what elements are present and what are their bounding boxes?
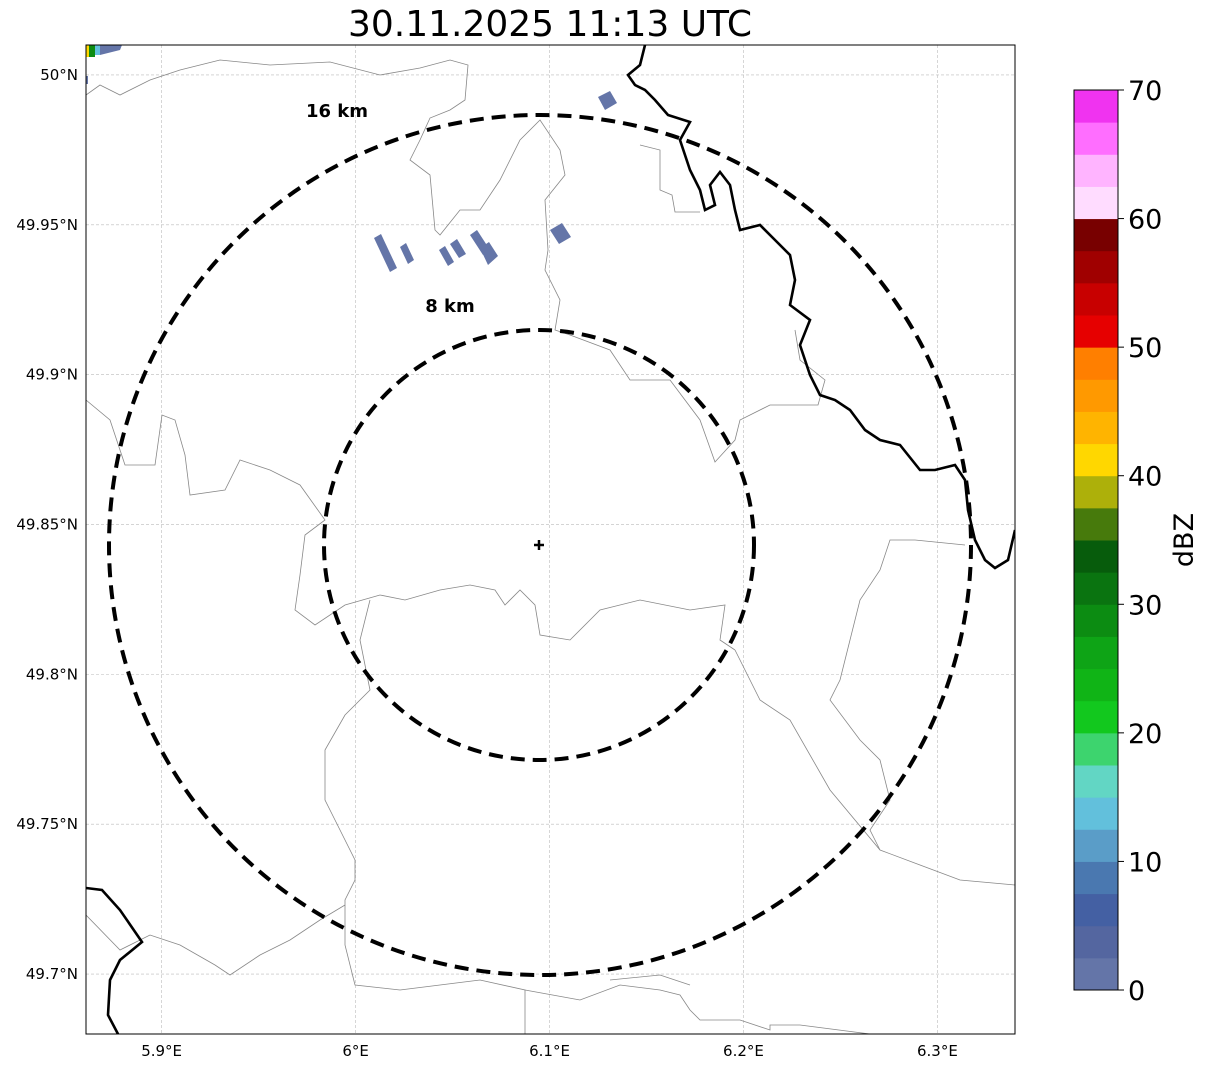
lon-tick-label: 6.2°E xyxy=(723,1042,764,1060)
colorbar-tick-label: 0 xyxy=(1128,976,1145,1007)
colorbar-bin xyxy=(1074,475,1118,509)
range-rings xyxy=(107,113,973,977)
colorbar-bin xyxy=(1074,411,1118,445)
lat-tick-label: 49.95°N xyxy=(16,216,78,234)
colorbar-tick-label: 60 xyxy=(1128,205,1162,236)
colorbar-bin xyxy=(1074,636,1118,670)
colorbar-bin xyxy=(1074,282,1118,316)
range-ring-8km xyxy=(322,328,756,762)
plus-icon xyxy=(534,540,544,550)
colorbar-bin xyxy=(1074,443,1118,477)
colorbar-bin xyxy=(1074,186,1118,220)
colorbar-bin xyxy=(1074,925,1118,959)
country-borders xyxy=(86,45,1015,1034)
colorbar-bin xyxy=(1074,122,1118,155)
colorbar-bin xyxy=(1074,90,1118,123)
colorbar-bin xyxy=(1074,250,1118,284)
colorbar-tick-label: 20 xyxy=(1128,719,1162,750)
colorbar-bin xyxy=(1074,347,1118,380)
lat-tick-label: 50°N xyxy=(40,66,78,84)
lat-tick-label: 49.8°N xyxy=(26,665,78,683)
lon-tick-label: 6.1°E xyxy=(529,1042,570,1060)
map-title: 30.11.2025 11:13 UTC xyxy=(347,4,753,45)
range-ring-label-16km: 16 km xyxy=(306,101,368,122)
lat-tick-label: 49.75°N xyxy=(16,815,78,833)
colorbar-frame xyxy=(1073,89,1119,991)
lat-tick-label: 49.7°N xyxy=(26,965,78,983)
colorbar-bin xyxy=(1074,540,1118,573)
colorbar-bin xyxy=(1074,668,1118,702)
map-frame xyxy=(85,44,1016,1035)
colorbar-bin xyxy=(1074,957,1118,991)
colorbar-tick-label: 10 xyxy=(1128,847,1162,878)
range-ring-16km xyxy=(107,113,973,977)
colorbar-bin xyxy=(1074,829,1118,862)
lat-tick-label: 49.9°N xyxy=(26,366,78,384)
colorbar-tick-label: 30 xyxy=(1128,590,1162,621)
lon-tick-label: 6°E xyxy=(342,1042,369,1060)
lat-tick-label: 49.85°N xyxy=(16,516,78,534)
radar-echoes xyxy=(86,45,617,272)
colorbar-bin xyxy=(1074,572,1118,605)
lon-tick-label: 6.3°E xyxy=(917,1042,958,1060)
admin-boundaries xyxy=(86,59,1015,1034)
colorbar-bin xyxy=(1074,154,1118,187)
colorbar-bin xyxy=(1074,797,1118,830)
colorbar-tick-label: 50 xyxy=(1128,333,1162,364)
colorbar-bin xyxy=(1074,700,1118,734)
range-ring-label-8km: 8 km xyxy=(425,296,475,317)
colorbar-label: dBZ xyxy=(1169,513,1200,567)
colorbar-bin xyxy=(1074,218,1118,252)
colorbar-tick-label: 40 xyxy=(1128,462,1162,493)
colorbar-tick-label: 70 xyxy=(1128,76,1162,107)
colorbar-bin xyxy=(1074,507,1118,541)
colorbar-bin xyxy=(1074,315,1118,348)
colorbar-bin xyxy=(1074,732,1118,766)
colorbar-bin xyxy=(1074,379,1118,412)
colorbar-bin xyxy=(1074,893,1118,927)
strong-echo-cell xyxy=(86,45,100,57)
colorbar-bin xyxy=(1074,861,1118,895)
colorbar-bin xyxy=(1074,765,1118,798)
colorbar-bin xyxy=(1074,604,1118,637)
lon-tick-label: 5.9°E xyxy=(141,1042,182,1060)
colorbar: 0 10 20 30 40 50 60 70 xyxy=(1073,76,1162,1007)
